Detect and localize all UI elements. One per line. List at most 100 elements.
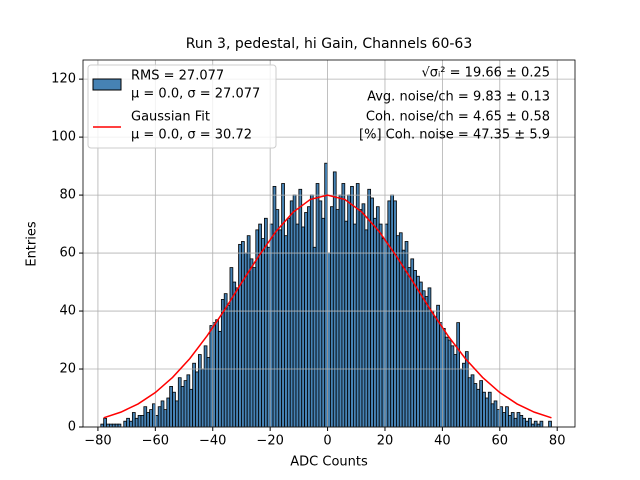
bar <box>117 423 122 428</box>
bar <box>381 238 386 428</box>
bar <box>180 386 185 428</box>
bar <box>275 209 280 428</box>
bar <box>407 267 412 428</box>
bar <box>175 400 179 428</box>
bar <box>530 423 535 428</box>
bar <box>441 328 446 428</box>
chart-title: Run 3, pedestal, hi Gain, Channels 60-63 <box>186 36 472 52</box>
bar <box>304 212 308 428</box>
bar <box>505 406 509 428</box>
bar <box>137 415 142 428</box>
bar <box>106 423 110 428</box>
bar <box>226 304 231 428</box>
bar <box>209 325 214 428</box>
bar <box>522 417 527 428</box>
bar <box>508 415 512 428</box>
bar <box>223 293 228 428</box>
bar <box>447 339 452 428</box>
bar <box>375 206 380 428</box>
bar <box>163 409 168 428</box>
bar <box>186 374 191 428</box>
bar <box>140 415 145 428</box>
bar <box>264 217 268 428</box>
bar <box>470 374 475 428</box>
bar <box>453 354 458 428</box>
bar <box>516 412 521 428</box>
bar <box>246 235 251 428</box>
bar <box>177 377 182 428</box>
y-tick-label: 80 <box>59 188 76 203</box>
bar <box>109 423 113 428</box>
bar <box>166 397 171 428</box>
x-tick-label: 20 <box>377 434 394 449</box>
bar <box>312 246 317 428</box>
x-tick-label: 80 <box>549 434 566 449</box>
legend-label: Gaussian Fit <box>131 110 210 125</box>
bar <box>134 417 139 428</box>
bar <box>298 188 303 428</box>
legend-label: RMS = 27.077 <box>131 69 224 84</box>
bar <box>172 391 176 428</box>
bar <box>278 229 283 428</box>
bar <box>169 386 173 428</box>
bar <box>456 322 461 428</box>
bar <box>413 270 417 428</box>
bar <box>361 203 366 428</box>
bar <box>189 388 194 428</box>
bar <box>123 420 128 428</box>
bar <box>281 183 285 428</box>
bar <box>131 412 136 428</box>
bar <box>154 415 159 428</box>
annotation: Avg. noise/ch = 9.83 ± 0.13 <box>367 90 550 105</box>
bar <box>433 316 438 428</box>
bar <box>384 223 389 428</box>
bar <box>252 267 257 428</box>
bar <box>301 226 306 428</box>
bar <box>502 412 506 428</box>
bar <box>344 220 349 428</box>
y-axis-label: Entries <box>25 221 40 267</box>
bar <box>373 217 377 428</box>
bar <box>419 281 423 428</box>
bar <box>525 420 529 428</box>
bar <box>100 423 105 428</box>
bar <box>364 229 369 428</box>
bar <box>249 258 254 428</box>
y-tick-label: 60 <box>59 246 76 261</box>
x-axis-label: ADC Counts <box>290 455 368 470</box>
x-tick-label: 0 <box>323 434 331 449</box>
y-tick-label: 120 <box>51 72 76 87</box>
legend-patch <box>92 78 122 91</box>
bar <box>212 322 217 428</box>
bar <box>220 299 225 428</box>
x-tick-label: 40 <box>434 434 451 449</box>
bar <box>103 417 107 428</box>
bar <box>215 319 219 428</box>
bar <box>462 362 466 428</box>
bar <box>493 400 498 428</box>
bar <box>444 336 449 428</box>
bar <box>266 246 271 428</box>
bar <box>261 238 265 428</box>
legend-box <box>87 64 277 149</box>
bar <box>533 420 538 428</box>
bar <box>393 200 397 428</box>
bar <box>510 412 515 428</box>
bar <box>350 185 354 428</box>
bar <box>482 391 486 428</box>
y-tick-label: 20 <box>59 362 76 377</box>
bar <box>539 420 544 428</box>
y-tick-label: 0 <box>68 420 76 435</box>
bar <box>396 235 400 428</box>
annotation: √σᵢ² = 19.66 ± 0.25 <box>421 66 550 81</box>
bar <box>200 368 205 428</box>
bar <box>114 423 119 428</box>
bar <box>410 258 415 428</box>
bar <box>160 400 165 428</box>
bar <box>370 197 374 428</box>
bar <box>146 412 150 428</box>
bar <box>129 420 133 428</box>
x-tick-label: −40 <box>199 434 226 449</box>
bar <box>183 380 188 428</box>
